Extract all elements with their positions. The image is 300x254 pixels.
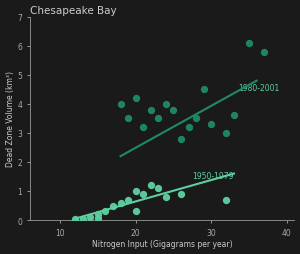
Point xyxy=(118,102,123,106)
Point xyxy=(95,216,100,220)
Point xyxy=(164,195,168,199)
Point xyxy=(224,131,229,135)
Point xyxy=(133,97,138,101)
Point xyxy=(194,117,199,121)
Point xyxy=(164,102,168,106)
Point xyxy=(186,125,191,130)
Point xyxy=(232,114,236,118)
Point xyxy=(88,215,93,219)
Point xyxy=(141,192,146,196)
Point xyxy=(73,217,78,221)
Point xyxy=(103,210,108,214)
Point xyxy=(178,192,183,196)
Point xyxy=(156,117,161,121)
Text: 1980-2001: 1980-2001 xyxy=(238,84,279,93)
Point xyxy=(95,212,100,216)
Point xyxy=(148,108,153,112)
Point xyxy=(209,123,214,127)
Point xyxy=(80,217,85,221)
Point xyxy=(111,204,116,208)
Y-axis label: Dead Zone Volume (km³): Dead Zone Volume (km³) xyxy=(6,71,15,167)
Point xyxy=(156,186,161,190)
Text: 1950-1979: 1950-1979 xyxy=(192,172,234,181)
Point xyxy=(126,117,130,121)
Point xyxy=(247,42,251,46)
Point xyxy=(148,183,153,187)
Point xyxy=(171,108,176,112)
Point xyxy=(178,137,183,141)
Point xyxy=(224,198,229,202)
X-axis label: Nitrogen Input (Gigagrams per year): Nitrogen Input (Gigagrams per year) xyxy=(92,240,232,248)
Point xyxy=(118,201,123,205)
Point xyxy=(201,88,206,92)
Point xyxy=(141,125,146,130)
Point xyxy=(262,50,267,54)
Point xyxy=(126,198,130,202)
Point xyxy=(133,210,138,214)
Text: Chesapeake Bay: Chesapeake Bay xyxy=(30,6,116,15)
Point xyxy=(133,189,138,193)
